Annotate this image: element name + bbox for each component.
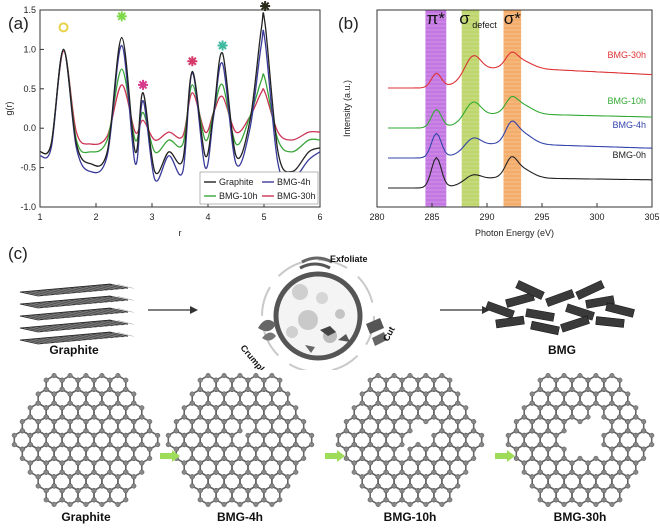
x-tick-label: 1 xyxy=(37,212,42,222)
bmg-flake xyxy=(530,320,560,336)
x-tick-label: 280 xyxy=(369,212,384,222)
lattice-arrow xyxy=(325,450,345,462)
legend: Graphite BMG-4h BMG-10h BMG-30h xyxy=(199,171,319,205)
y-tick-label: -1.0 xyxy=(20,202,36,212)
x-tick-label: 6 xyxy=(317,212,322,222)
series-line-bmg-10h xyxy=(40,48,320,155)
series-label: BMG-4h xyxy=(612,120,646,130)
y-axis-label: Intensity (a.u.) xyxy=(342,80,352,137)
graphene-lattice xyxy=(335,373,485,507)
series-line-graphite xyxy=(40,12,320,175)
chart-a-gr: 1 2 3 4 5 6 -1.0 -0.5 0.0 0.5 1.0 1.5 r g(r) Graphite B… xyxy=(4,1,323,238)
mill-label-exfoliate: Exfoliate xyxy=(330,254,368,264)
bmg-flake xyxy=(545,289,575,307)
y-tick-label: 1.0 xyxy=(23,44,36,54)
series-line-bmg-4h xyxy=(40,29,320,182)
lattice-label-graphite: Graphite xyxy=(61,510,111,524)
y-tick-label: -0.5 xyxy=(20,163,36,173)
legend-label: BMG-30h xyxy=(277,191,316,201)
bmg-flake xyxy=(560,315,590,333)
bmg-flake xyxy=(515,280,545,300)
band-label-pi-star: π* xyxy=(427,9,446,28)
series-line-bmg-4h xyxy=(388,120,652,159)
panel-label-a: (a) xyxy=(8,14,29,33)
legend-label: BMG-4h xyxy=(277,177,311,187)
bmg-flake xyxy=(585,295,615,309)
panel-label-b: (b) xyxy=(338,14,359,33)
y-tick-label: 0.0 xyxy=(23,123,36,133)
bmg-pile-illustration xyxy=(485,280,635,336)
band-label-sigma-defect-sub: defect xyxy=(472,20,497,30)
x-tick-label: 300 xyxy=(589,212,604,222)
lattice-arrow xyxy=(495,450,515,462)
plot-frame xyxy=(376,9,653,208)
peak-marker xyxy=(260,1,271,12)
panel-label-c: (c) xyxy=(8,244,28,263)
x-tick-label: 305 xyxy=(644,212,659,222)
lattice-label-bmg-10h: BMG-10h xyxy=(383,510,437,524)
x-tick-label: 290 xyxy=(479,212,494,222)
bmg-flake xyxy=(605,302,635,318)
series-label: BMG-30h xyxy=(607,50,646,60)
legend-label: BMG-10h xyxy=(219,191,258,201)
peak-marker xyxy=(217,40,228,51)
bmg-flake xyxy=(575,280,605,300)
series-line-bmg-30h xyxy=(388,51,652,89)
x-tick-label: 5 xyxy=(261,212,266,222)
cut-sheets-illustration xyxy=(366,318,387,346)
top-label-graphite: Graphite xyxy=(49,343,99,357)
peak-marker xyxy=(138,79,149,90)
graphene-lattice xyxy=(505,373,655,507)
graphene-lattice xyxy=(165,373,315,507)
mill-label-crumpled: Crumpled xyxy=(238,343,273,370)
x-tick-label: 3 xyxy=(149,212,154,222)
series-label: BMG-0h xyxy=(612,150,646,160)
energy-band xyxy=(461,9,480,207)
lattice-arrow xyxy=(160,450,180,462)
graphite-stack-illustration xyxy=(19,283,134,345)
process-arrow-left xyxy=(148,306,198,314)
lattice-row xyxy=(11,373,655,507)
peak-marker xyxy=(116,11,127,22)
bmg-flake xyxy=(485,301,515,319)
energy-band xyxy=(503,9,522,207)
series-line-bmg-10h xyxy=(388,95,652,129)
x-tick-label: 285 xyxy=(424,212,439,222)
x-axis-label: Photon Energy (eV) xyxy=(475,228,554,238)
crumpled-sheets-illustration xyxy=(258,319,276,341)
bmg-flake xyxy=(525,308,555,322)
process-arrow-right xyxy=(440,306,490,314)
peak-marker xyxy=(58,22,69,33)
graphene-lattice xyxy=(11,373,161,507)
peak-marker xyxy=(187,56,198,67)
ball-mill-illustration xyxy=(261,259,375,370)
x-tick-label: 2 xyxy=(93,212,98,222)
energy-band xyxy=(425,9,447,207)
top-label-bmg: BMG xyxy=(548,343,576,357)
legend-label: Graphite xyxy=(219,177,254,187)
bmg-flake xyxy=(495,315,525,329)
band-label-sigma-star: σ* xyxy=(504,9,521,28)
bmg-flake xyxy=(505,292,535,308)
lattice-label-bmg-4h: BMG-4h xyxy=(217,510,263,524)
x-tick-label: 295 xyxy=(534,212,549,222)
y-tick-label: 1.5 xyxy=(23,5,36,15)
ball-milling-schematic: Exfoliate Cut Crumpled Graphite BMG xyxy=(19,254,635,370)
exfoliated-sheets-illustration xyxy=(299,256,333,270)
chart-b-nexafs: 280 285 290 295 300 305 Photon Energy (eV) Inte… xyxy=(342,9,660,238)
bmg-flake xyxy=(595,316,625,328)
lattice-label-bmg-30h: BMG-30h xyxy=(553,510,607,524)
y-tick-label: 0.5 xyxy=(23,84,36,94)
y-axis-label: g(r) xyxy=(4,102,14,116)
x-tick-label: 4 xyxy=(205,212,210,222)
band-label-sigma-defect: σ xyxy=(459,9,470,28)
x-axis-label: r xyxy=(179,228,182,238)
series-line-bmg-0h xyxy=(388,156,652,189)
series-label: BMG-10h xyxy=(607,96,646,106)
